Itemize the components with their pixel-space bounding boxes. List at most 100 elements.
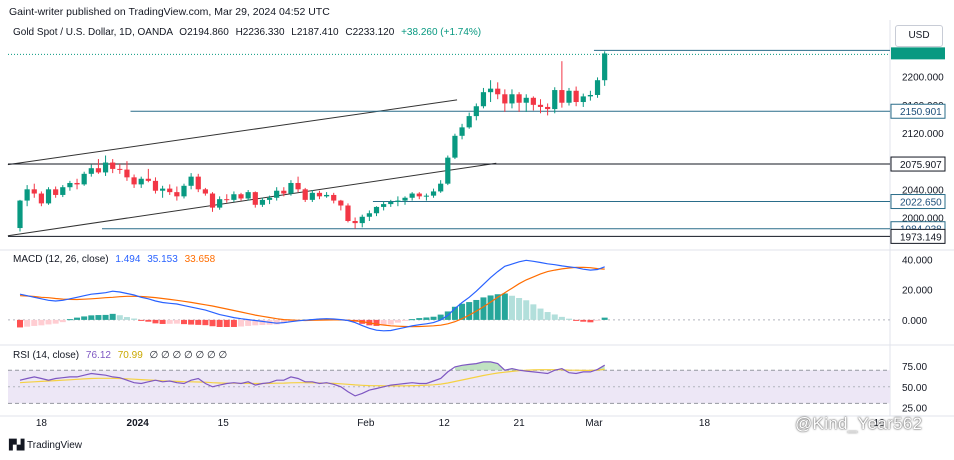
candle-body bbox=[231, 194, 237, 200]
candle-body bbox=[452, 135, 458, 158]
candle-body bbox=[281, 190, 287, 194]
macd-histogram-bar bbox=[195, 319, 202, 325]
price-legend: Gold Spot / U.S. Dollar, 1D, OANDA O2194… bbox=[13, 27, 481, 38]
candle-body bbox=[274, 190, 280, 198]
rsi-value: 76.12 bbox=[85, 350, 111, 361]
macd-histogram-bar bbox=[402, 319, 409, 321]
macd-indicator-label[interactable]: MACD (12, 26, close) bbox=[13, 254, 109, 265]
candle-body bbox=[53, 189, 59, 195]
macd-legend: MACD (12, 26, close) 1.494 35.153 33.658 bbox=[13, 254, 215, 265]
time-tick-label: 18 bbox=[699, 418, 711, 429]
macd-histogram-bar bbox=[473, 299, 480, 320]
candle-body bbox=[188, 176, 194, 186]
macd-histogram-bar bbox=[59, 319, 66, 323]
candle-body bbox=[602, 53, 608, 81]
macd-histogram-bar bbox=[259, 319, 266, 326]
level-label-box bbox=[890, 228, 946, 244]
candle-body bbox=[174, 192, 180, 197]
trendline-upper bbox=[7, 99, 458, 166]
candle-body bbox=[516, 94, 522, 103]
candle-body bbox=[395, 200, 401, 202]
candle-body bbox=[487, 88, 494, 93]
candle-layer bbox=[17, 51, 608, 232]
time-tick-label: 21 bbox=[514, 418, 526, 429]
candle-body bbox=[473, 106, 479, 117]
level-label-box bbox=[890, 194, 946, 210]
publisher-header: Gaint-writer published on TradingView.co… bbox=[9, 6, 330, 18]
candle-body bbox=[316, 192, 323, 197]
candle-body bbox=[587, 94, 593, 97]
macd-histogram-bar bbox=[95, 315, 102, 320]
macd-tick-label: 40.000 bbox=[902, 256, 933, 267]
candle-body bbox=[131, 177, 137, 185]
candle-body bbox=[288, 182, 294, 194]
candle-body bbox=[152, 180, 159, 191]
candle-body bbox=[438, 183, 444, 192]
candle-body bbox=[495, 88, 501, 95]
macd-histogram-bar bbox=[166, 319, 173, 324]
candle-body bbox=[266, 197, 273, 200]
macd-histogram-bar bbox=[480, 297, 487, 320]
candle-body bbox=[181, 185, 187, 197]
candle-body bbox=[545, 106, 551, 110]
level-label-box bbox=[890, 156, 946, 172]
tradingview-logo-text: TradingView bbox=[27, 440, 83, 451]
candle-body bbox=[502, 94, 508, 104]
candle-body bbox=[509, 94, 515, 104]
macd-histogram-bar bbox=[394, 319, 401, 323]
candle-body bbox=[167, 188, 173, 193]
time-tick-label: 15 bbox=[218, 418, 230, 429]
rsi-tick-label: 75.00 bbox=[902, 362, 927, 373]
macd-histogram-bar bbox=[123, 317, 130, 320]
candle-body bbox=[60, 187, 66, 195]
candle-body bbox=[124, 169, 130, 178]
macd-histogram-bar bbox=[209, 319, 216, 327]
macd-histogram-bar bbox=[430, 316, 437, 320]
macd-histogram-bar bbox=[88, 315, 95, 320]
trendline-lower bbox=[7, 162, 497, 237]
rsi-line bbox=[19, 361, 606, 397]
macd-histogram-bar bbox=[145, 319, 152, 322]
currency-button[interactable]: USD bbox=[895, 25, 943, 47]
macd-histogram-bar bbox=[523, 300, 530, 320]
candle-body bbox=[445, 157, 451, 184]
time-tick-label: Feb bbox=[357, 418, 375, 429]
candle-body bbox=[466, 116, 472, 128]
watermark-text: @Kind_Year562 bbox=[795, 414, 923, 433]
macd-histogram-bar bbox=[437, 314, 444, 320]
candle-body bbox=[402, 197, 408, 201]
tradingview-logo[interactable]: ▛▟ TradingView bbox=[9, 440, 82, 451]
candle-body bbox=[416, 193, 422, 197]
rsi-legend: RSI (14, close) 76.12 70.99 ∅ ∅ ∅ ∅ ∅ ∅ … bbox=[13, 350, 227, 361]
macd-histogram-bar bbox=[159, 319, 166, 324]
macd-histogram-bar bbox=[273, 319, 280, 325]
candle-body bbox=[45, 189, 52, 204]
level-label: 2075.907 bbox=[900, 160, 942, 171]
macd-signal-value: 33.658 bbox=[184, 254, 216, 265]
macd-histogram-bar bbox=[138, 319, 145, 321]
rsi-indicator-label[interactable]: RSI (14, close) bbox=[13, 350, 80, 361]
candle-body bbox=[459, 127, 465, 136]
level-line-layer bbox=[8, 49, 890, 237]
open-value: O2194.860 bbox=[179, 27, 229, 38]
macd-histogram-bar bbox=[387, 319, 394, 325]
candle-body bbox=[388, 201, 394, 205]
macd-histogram-bar bbox=[45, 319, 52, 325]
macd-histogram-bar bbox=[459, 303, 466, 320]
candle-body bbox=[381, 204, 387, 207]
macd-histogram-bar bbox=[173, 319, 180, 324]
rsi-tick-label: 50.00 bbox=[902, 383, 927, 394]
candle-body bbox=[338, 200, 344, 206]
macd-histogram-bar bbox=[116, 315, 123, 320]
macd-histogram-bar bbox=[501, 293, 508, 320]
symbol-label[interactable]: Gold Spot / U.S. Dollar, 1D, OANDA bbox=[13, 27, 173, 38]
candle-body bbox=[580, 96, 586, 103]
macd-histogram-bar bbox=[280, 319, 287, 323]
macd-histogram-bar bbox=[238, 319, 245, 327]
macd-histogram-bar bbox=[409, 319, 416, 321]
candle-body bbox=[24, 189, 30, 201]
candle-body bbox=[110, 162, 116, 169]
candle-body bbox=[67, 182, 73, 188]
candle-body bbox=[74, 182, 80, 185]
